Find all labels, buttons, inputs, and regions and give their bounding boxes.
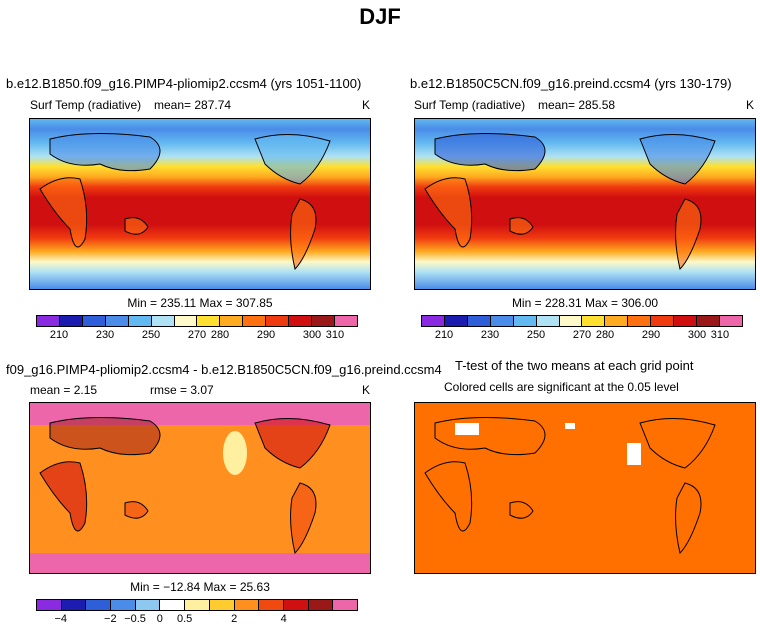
colorbar-swatch — [422, 316, 445, 326]
colorbar-diff-swatches — [36, 599, 358, 611]
colorbar-tick-label: −2 — [104, 613, 117, 625]
colorbar-tick-label: 0 — [156, 613, 163, 625]
colorbar-swatch — [674, 316, 698, 326]
colorbar-tick-label: 210 — [434, 329, 454, 341]
colorbar-abs-ticks: 210 230 250 270 280 290 300 310 — [36, 327, 358, 341]
colorbar-swatch — [82, 316, 106, 326]
colorbar-swatch — [467, 316, 491, 326]
colorbar-swatch — [209, 600, 235, 610]
colorbar-swatch — [135, 600, 161, 610]
panel-bl-map — [29, 402, 371, 574]
panel-tl-units: K — [362, 98, 371, 112]
panel-tr-minmax: Min = 228.31 Max = 306.00 — [511, 296, 659, 310]
panel-tl-map — [29, 118, 371, 290]
colorbar-swatch — [185, 600, 210, 610]
colorbar-swatch — [559, 316, 583, 326]
panel-tr-map — [414, 118, 756, 290]
colorbar-tick-label: 300 — [302, 329, 322, 341]
colorbar-swatch — [259, 600, 284, 610]
panel-tl-colorbar: 210 230 250 270 280 290 300 310 — [36, 315, 358, 341]
colorbar-tick-label: 4 — [280, 613, 287, 625]
panel-bl-units: K — [362, 383, 371, 397]
colorbar-tick-label: 290 — [641, 329, 661, 341]
colorbar-tick-label: 310 — [710, 329, 730, 341]
colorbar-diff-ticks: −4 −2 −0.5 0 0.5 2 4 — [36, 611, 358, 625]
colorbar-swatch — [61, 600, 87, 610]
colorbar-tick-label: 250 — [141, 329, 161, 341]
panel-bl-case-title: f09_g16.PIMP4-pliomip2.ccsm4 - b.e12.B18… — [6, 362, 442, 377]
colorbar-tick-label: 250 — [526, 329, 546, 341]
colorbar-tick-label: 280 — [210, 329, 230, 341]
colorbar-tick-label: 310 — [325, 329, 345, 341]
colorbar-swatch — [651, 316, 675, 326]
colorbar-tick-label: 210 — [49, 329, 69, 341]
figure-title: DJF — [359, 4, 401, 29]
panel-tr-colorbar: 210 230 250 270 280 290 300 310 — [421, 315, 743, 341]
colorbar-tick-label: 270 — [572, 329, 592, 341]
colorbar-abs-swatches — [421, 315, 743, 327]
colorbar-swatch — [628, 316, 652, 326]
colorbar-tick-label: 2 — [231, 613, 238, 625]
colorbar-swatch — [174, 316, 198, 326]
colorbar-swatch — [605, 316, 629, 326]
panel-tl-mean: mean= 287.74 — [154, 98, 232, 112]
colorbar-swatch — [243, 316, 267, 326]
colorbar-swatch — [128, 316, 152, 326]
colorbar-swatch — [513, 316, 537, 326]
colorbar-swatch — [334, 316, 357, 326]
panel-bl-colorbar: −4 −2 −0.5 0 0.5 2 4 — [36, 599, 358, 625]
colorbar-swatch — [308, 600, 334, 610]
panel-br-subtitle: Colored cells are significant at the 0.0… — [444, 380, 679, 394]
panel-br-map — [414, 402, 756, 574]
colorbar-tick-label: 300 — [687, 329, 707, 341]
colorbar-tick-label: 290 — [256, 329, 276, 341]
colorbar-swatch — [536, 316, 560, 326]
colorbar-swatch — [151, 316, 175, 326]
colorbar-swatch — [111, 600, 136, 610]
colorbar-tick-label: 270 — [187, 329, 207, 341]
colorbar-abs-ticks: 210 230 250 270 280 290 300 310 — [421, 327, 743, 341]
colorbar-swatch — [490, 316, 514, 326]
colorbar-swatch — [86, 600, 112, 610]
colorbar-swatch — [37, 600, 62, 610]
panel-bl-rmse: rmse = 3.07 — [150, 383, 214, 397]
panel-bl-mean: mean = 2.15 — [30, 383, 98, 397]
colorbar-tick-label: 230 — [480, 329, 500, 341]
colorbar-swatch — [582, 316, 606, 326]
colorbar-swatch — [160, 600, 186, 610]
panel-bl-minmax: Min = −12.84 Max = 25.63 — [130, 580, 270, 594]
colorbar-tick-label: −0.5 — [124, 613, 146, 625]
colorbar-swatch — [234, 600, 260, 610]
colorbar-swatch — [197, 316, 221, 326]
colorbar-tick-label: 280 — [595, 329, 615, 341]
colorbar-swatch — [283, 600, 309, 610]
colorbar-swatch — [289, 316, 313, 326]
colorbar-tick-label: 230 — [95, 329, 115, 341]
colorbar-swatch — [697, 316, 720, 326]
panel-tr-variable: Surf Temp (radiative) — [414, 98, 526, 112]
colorbar-swatch — [220, 316, 244, 326]
colorbar-tick-label: −4 — [54, 613, 68, 625]
colorbar-swatch — [105, 316, 129, 326]
panel-tr-mean: mean= 285.58 — [538, 98, 616, 112]
colorbar-swatch — [444, 316, 468, 326]
panel-tr-case-title: b.e12.B1850C5CN.f09_g16.preind.ccsm4 (yr… — [410, 76, 732, 91]
panel-tl-variable: Surf Temp (radiative) — [30, 98, 142, 112]
panel-tl-case-title: b.e12.B1850.f09_g16.PIMP4-pliomip2.ccsm4… — [6, 76, 362, 91]
colorbar-swatch — [719, 316, 742, 326]
colorbar-tick-label: 0.5 — [176, 613, 193, 625]
panel-tl-minmax: Min = 235.11 Max = 307.85 — [127, 296, 273, 310]
colorbar-abs-swatches — [36, 315, 358, 327]
colorbar-swatch — [59, 316, 83, 326]
colorbar-swatch — [333, 600, 357, 610]
panel-tr-units: K — [746, 98, 755, 112]
panel-br-title: T-test of the two means at each grid poi… — [455, 358, 694, 373]
colorbar-swatch — [312, 316, 335, 326]
colorbar-swatch — [37, 316, 60, 326]
colorbar-swatch — [266, 316, 290, 326]
